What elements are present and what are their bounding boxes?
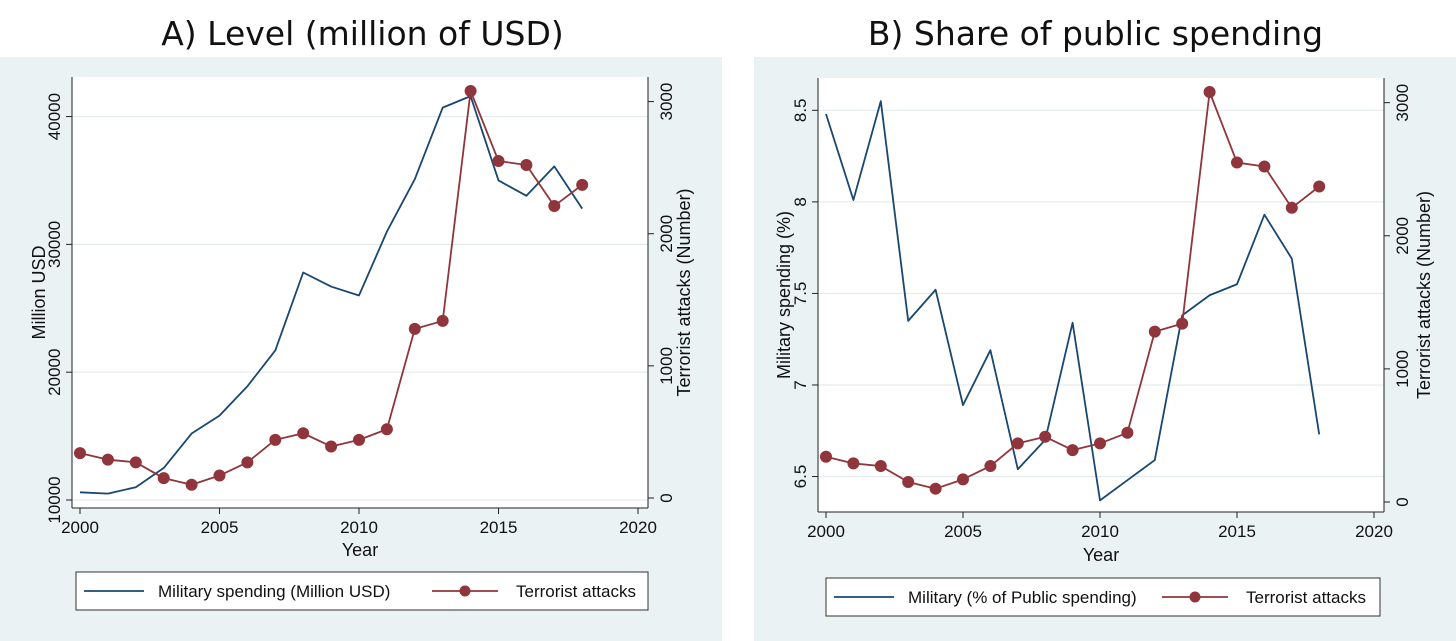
data-point-terrorist-attacks bbox=[213, 469, 226, 482]
data-point-terrorist-attacks bbox=[297, 427, 310, 440]
data-point-terrorist-attacks bbox=[269, 433, 282, 446]
data-point-terrorist-attacks bbox=[929, 482, 942, 495]
data-point-terrorist-attacks bbox=[353, 433, 365, 446]
x-axis-title: Year bbox=[1083, 545, 1119, 565]
series-line-military-spending bbox=[79, 95, 583, 495]
legend-box bbox=[825, 577, 1381, 617]
data-point-terrorist-attacks bbox=[902, 476, 915, 489]
x-tick-label: 2000 bbox=[807, 522, 845, 541]
data-point-terrorist-attacks bbox=[241, 456, 254, 469]
y2-tick-label: 1000 bbox=[1393, 350, 1412, 388]
y-tick-label: 40000 bbox=[45, 93, 64, 140]
y-tick-label: 6.5 bbox=[791, 465, 810, 489]
data-point-terrorist-attacks bbox=[1258, 160, 1271, 173]
y2-tick-label: 0 bbox=[1393, 497, 1412, 506]
y2-tick-label: 3000 bbox=[657, 83, 676, 121]
panel-a-title: A) Level (million of USD) bbox=[161, 14, 564, 53]
data-point-terrorist-attacks bbox=[576, 178, 589, 191]
data-point-terrorist-attacks bbox=[1176, 317, 1189, 330]
y-tick-label: 8 bbox=[791, 197, 810, 206]
y-tick-label: 10000 bbox=[45, 476, 64, 523]
series-line-military-spending bbox=[825, 100, 1321, 502]
y2-tick-label: 3000 bbox=[1393, 84, 1412, 122]
legend-marker-attacks bbox=[1189, 591, 1201, 603]
data-point-terrorist-attacks bbox=[408, 322, 421, 335]
x-tick-label: 2020 bbox=[619, 518, 657, 537]
y2-tick-label: 2000 bbox=[1393, 217, 1412, 255]
chart-panel-a: 10000 20000 30000 40000 0 1000 2000 3000 2000 200… bbox=[0, 57, 722, 641]
x-tick-label: 2020 bbox=[1355, 522, 1393, 541]
y2-tick-label: 2000 bbox=[657, 215, 676, 253]
x-axis-title: Year bbox=[342, 540, 378, 560]
data-point-terrorist-attacks bbox=[492, 155, 505, 168]
legend-marker-attacks bbox=[459, 585, 471, 597]
y-tick-label: 7 bbox=[791, 380, 810, 389]
y2-axis-title: Terrorist attacks (Number) bbox=[674, 188, 694, 396]
x-tick-label: 2000 bbox=[61, 518, 99, 537]
data-point-terrorist-attacks bbox=[1148, 325, 1161, 338]
data-point-terrorist-attacks bbox=[185, 478, 198, 491]
y-axis-title: Million USD bbox=[29, 245, 49, 339]
panel-b-title: B) Share of public spending bbox=[867, 14, 1324, 53]
x-tick-label: 2015 bbox=[1218, 522, 1256, 541]
data-point-terrorist-attacks bbox=[380, 423, 393, 436]
data-point-terrorist-attacks bbox=[1285, 201, 1298, 214]
legend-box bbox=[75, 571, 649, 611]
legend-label-attacks: Terrorist attacks bbox=[1246, 588, 1366, 607]
data-point-terrorist-attacks bbox=[1011, 437, 1024, 450]
data-point-terrorist-attacks bbox=[1039, 430, 1052, 443]
data-point-terrorist-attacks bbox=[847, 457, 860, 470]
data-point-terrorist-attacks bbox=[325, 440, 338, 453]
y2-axis-title: Terrorist attacks (Number) bbox=[1414, 191, 1434, 399]
data-point-terrorist-attacks bbox=[1231, 156, 1243, 169]
y-tick-label: 20000 bbox=[45, 349, 64, 396]
x-tick-label: 2015 bbox=[480, 518, 518, 537]
legend-label-military: Military spending (Million USD) bbox=[158, 582, 390, 601]
data-point-terrorist-attacks bbox=[464, 85, 477, 97]
data-point-terrorist-attacks bbox=[820, 450, 832, 463]
y-axis-title: Military spending (%) bbox=[774, 211, 794, 379]
data-point-terrorist-attacks bbox=[101, 453, 114, 466]
data-point-terrorist-attacks bbox=[157, 472, 170, 485]
x-tick-label: 2010 bbox=[1081, 522, 1119, 541]
data-point-terrorist-attacks bbox=[1313, 180, 1326, 193]
data-point-terrorist-attacks bbox=[129, 456, 142, 469]
y-tick-label: 30000 bbox=[45, 221, 64, 268]
data-point-terrorist-attacks bbox=[1121, 426, 1134, 439]
chart-panel-b: 6.5 7 7.5 8 8.5 0 1000 2000 3000 2000 2005 2010 2015… bbox=[754, 57, 1456, 641]
legend-label-attacks: Terrorist attacks bbox=[516, 582, 636, 601]
x-tick-label: 2010 bbox=[340, 518, 378, 537]
data-point-terrorist-attacks bbox=[548, 199, 561, 212]
data-point-terrorist-attacks bbox=[1094, 437, 1106, 450]
data-point-terrorist-attacks bbox=[74, 447, 86, 460]
data-point-terrorist-attacks bbox=[957, 473, 969, 486]
data-point-terrorist-attacks bbox=[520, 159, 533, 171]
x-tick-label: 2005 bbox=[201, 518, 239, 537]
x-tick-label: 2005 bbox=[944, 522, 982, 541]
legend-label-military: Military (% of Public spending) bbox=[908, 588, 1137, 607]
y-tick-label: 7.5 bbox=[791, 282, 810, 306]
data-point-terrorist-attacks bbox=[436, 314, 449, 327]
y2-tick-label: 0 bbox=[657, 493, 676, 502]
y-tick-label: 8.5 bbox=[791, 98, 810, 122]
y2-tick-label: 1000 bbox=[657, 347, 676, 385]
data-point-terrorist-attacks bbox=[874, 460, 887, 473]
data-point-terrorist-attacks bbox=[1066, 444, 1079, 457]
data-point-terrorist-attacks bbox=[1203, 86, 1216, 98]
data-point-terrorist-attacks bbox=[984, 460, 997, 473]
